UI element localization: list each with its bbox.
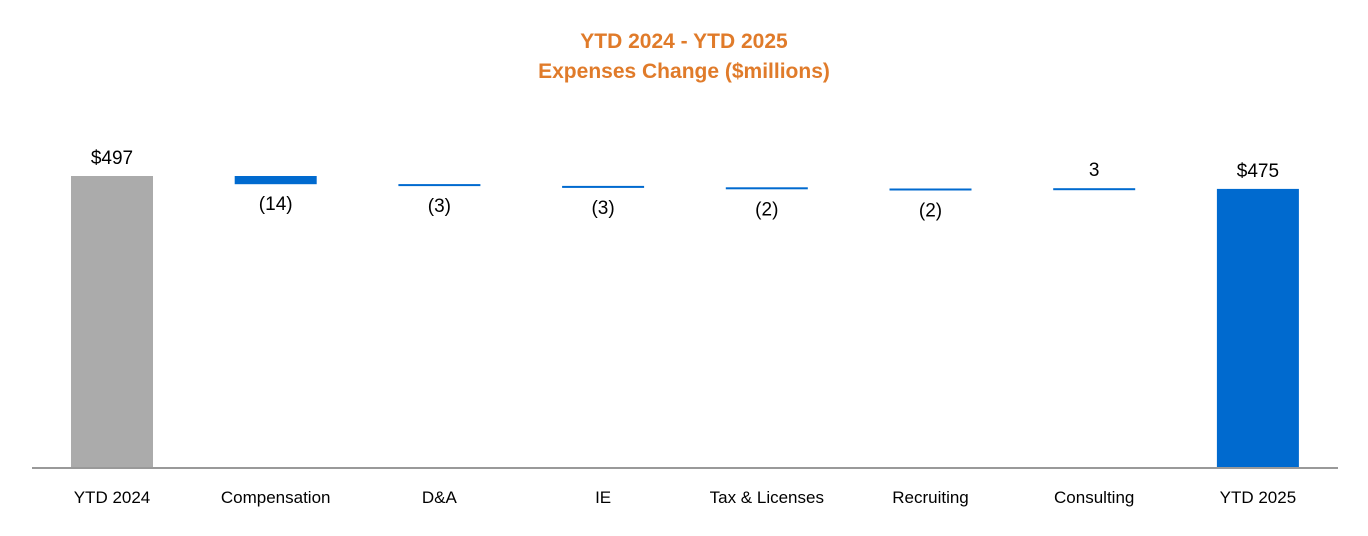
x-tick-label-consulting: Consulting	[1054, 488, 1134, 507]
x-tick-label-ie: IE	[595, 488, 611, 507]
bar-recruiting	[889, 188, 972, 191]
bar-consulting	[1053, 188, 1136, 191]
bar-danda	[398, 184, 481, 187]
x-tick-label-ytd-2025: YTD 2025	[1220, 488, 1297, 507]
data-label-ytd-2025: $475	[1237, 161, 1279, 182]
data-label-ie: (3)	[591, 198, 614, 219]
x-tick-label-danda: D&A	[422, 488, 458, 507]
data-label-compensation: (14)	[259, 194, 293, 215]
x-tick-label-ytd-2024: YTD 2024	[74, 488, 151, 507]
x-tick-label-tax-and-licenses: Tax & Licenses	[710, 488, 824, 507]
data-label-danda: (3)	[428, 196, 451, 217]
chart-title: YTD 2024 - YTD 2025	[580, 30, 788, 53]
bar-ytd-2025	[1216, 188, 1299, 468]
data-label-consulting: 3	[1089, 160, 1100, 181]
bar-tax-and-licenses	[725, 187, 808, 190]
x-tick-label-compensation: Compensation	[221, 488, 331, 507]
data-label-tax-and-licenses: (2)	[755, 199, 778, 220]
data-label-recruiting: (2)	[919, 201, 942, 222]
x-tick-label-recruiting: Recruiting	[892, 488, 969, 507]
data-label-ytd-2024: $497	[91, 148, 133, 169]
chart-subtitle: Expenses Change ($millions)	[538, 60, 830, 83]
bar-ie	[562, 185, 645, 188]
chart-marks: $497 YTD 2024 (14) Compensation (3) D&A (3) IE (…	[71, 148, 1299, 507]
bar-ytd-2024	[71, 176, 153, 468]
bar-compensation	[234, 176, 317, 185]
